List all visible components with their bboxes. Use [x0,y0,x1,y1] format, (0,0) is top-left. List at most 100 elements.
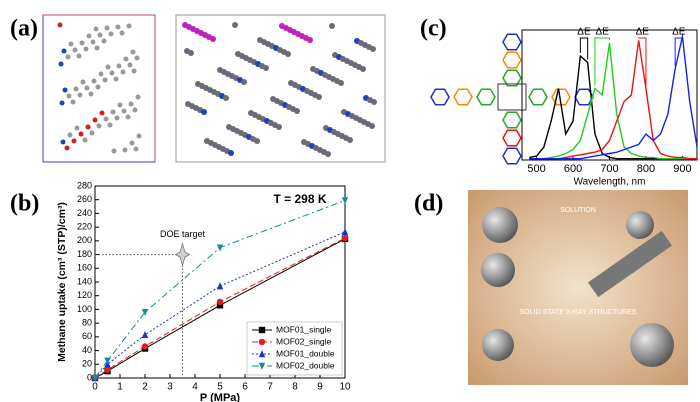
y-tick-label: 20 [82,359,92,369]
annotation: ΔE [596,27,610,38]
atom [110,71,115,76]
atom [67,94,72,99]
panel-label: (a) [10,16,38,42]
marker [217,282,223,289]
y-tick-label: 40 [82,345,92,355]
marker [142,343,148,349]
atom [114,77,119,82]
marker [342,228,348,235]
y-tick-label: 260 [77,194,92,204]
atom [118,103,123,108]
x-tick-label: 10 [339,382,351,393]
atom [62,49,67,54]
y-axis-title: Methane uptake (cm³ (STP)/cm³) [56,202,68,362]
atom [93,118,98,123]
y-tick-label: 60 [82,331,92,341]
y-tick-label: 100 [77,304,92,314]
atom [294,108,300,114]
y-tick-label: 280 [77,180,92,190]
atom [78,93,83,98]
atom [115,116,120,121]
atom [102,39,107,44]
atom [95,46,100,51]
atom [71,100,76,105]
atom [112,149,117,154]
atom [127,24,132,29]
atom [91,40,96,45]
x-tick-label: 2 [142,382,148,393]
target-star [176,244,190,266]
panel-label: (c) [420,16,447,42]
atom [108,123,113,128]
ring [503,130,521,146]
atom [347,137,353,143]
ring [503,52,521,68]
annotation: ΔE [636,27,650,38]
atom [85,86,90,91]
legend-label: MOF01_single [276,324,332,334]
atom [223,95,229,101]
annotation: ΔE [672,27,686,38]
atom [201,109,207,115]
panel-label: (d) [414,191,443,217]
image-text: SOLID STATE X-RAY STRUCTURES [520,309,637,316]
ring [503,148,521,164]
atom [103,78,108,83]
atom [307,37,313,43]
atom [68,133,73,138]
annotation: ΔE [577,27,591,38]
atom [116,25,121,30]
atom [74,87,79,92]
atom [122,109,127,114]
atom [61,140,66,145]
marker [142,331,148,338]
atom [105,26,110,31]
atom [129,102,134,107]
atom [106,65,111,70]
x-tick-label: 0 [92,382,98,393]
atom [100,111,105,116]
atom [124,57,129,62]
atom [89,92,94,97]
atom [81,80,86,85]
atom [60,101,65,106]
ring [503,34,521,50]
y-tick-label: 180 [77,249,92,259]
atom [58,23,63,28]
atom [131,50,136,55]
atom [72,139,77,144]
molecule [58,22,378,157]
y-tick-label: 140 [77,276,92,286]
atom [188,50,194,56]
legend-label: MOF02_single [276,336,332,346]
fullerene [626,211,654,239]
atom [128,63,133,68]
atom [121,70,126,75]
x-tick-label: 3 [167,382,173,393]
marker [342,197,348,204]
x-tick-label: 700 [600,163,618,175]
y-tick-label: 120 [77,290,92,300]
atom [73,48,78,53]
series-line [529,37,697,159]
inner-title: T = 298 K [273,192,326,206]
x-axis-title: P (MPa) [200,392,240,402]
fullerene [630,323,674,367]
atom [329,23,335,29]
fullerene [481,253,515,287]
atom [371,99,377,105]
atom [210,36,216,42]
atom [130,141,135,146]
atom [90,131,95,136]
atom [228,150,234,156]
atom [117,64,122,69]
atom [86,125,91,130]
panel-label: (b) [10,191,39,217]
atom [316,94,322,100]
atom [276,124,282,130]
legend-marker [259,339,265,345]
atom [59,62,64,67]
atom [120,31,125,36]
atom [111,110,116,115]
atom [338,80,344,86]
